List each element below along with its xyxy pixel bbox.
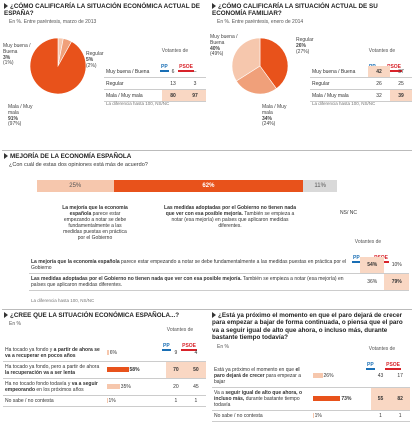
q2-title: ¿CÓMO CALIFICARÍA LA SITUACIÓN ACTUAL DE… <box>212 3 378 18</box>
q3-option-1: La mejoría que la economía española pare… <box>62 205 128 241</box>
q4-table: Ha tocado ya fondo y a partir de ahora s… <box>3 345 206 407</box>
divider <box>2 150 412 151</box>
q1-subtitle: En %. Entre paréntesis, marzo de 2013 <box>9 19 97 25</box>
table-row: Ha tocado ya fondo, pero a partir de aho… <box>3 361 206 379</box>
table-row: Muy buena / Buena 6– <box>104 66 206 78</box>
table-row: Regular 26 25 <box>310 77 412 90</box>
bar-value: 58% <box>129 366 140 373</box>
pie-slice <box>235 65 277 95</box>
q2-pie <box>231 37 289 95</box>
bar <box>312 413 314 419</box>
q2-label-mala: Mala / Muy mala 34% (24%) <box>262 104 287 128</box>
bar-value: 6% <box>109 349 117 356</box>
bar-value: 1% <box>108 397 116 404</box>
q3-segment-nsnc: 11% <box>303 180 337 192</box>
bar <box>106 367 129 373</box>
q4-subtitle: En % <box>9 321 21 327</box>
triangle-icon <box>212 312 216 319</box>
q5-title: ¿Está ya próximo el momento en que el pa… <box>212 312 403 341</box>
q5-votantes: Votantes de <box>368 346 396 352</box>
q1-table: Muy buena / Buena 6– Regular 13 3 Mala / Mu… <box>104 66 206 102</box>
bar <box>312 373 323 379</box>
pie-slice <box>231 37 261 82</box>
bar-value: 35% <box>120 383 131 390</box>
q3-note: La diferencia hasta 100, NS/NC <box>31 298 95 303</box>
table-row: Está ya próximo el momento en que el par… <box>212 365 410 388</box>
q3-stacked-bar: 25% 62% 11% <box>37 180 337 192</box>
bar <box>312 396 341 402</box>
q3-votantes: Votantes de <box>354 239 382 245</box>
q3-nsnc: NS/ NC <box>340 210 357 216</box>
q2-table: Muy buena / Buena 42 37 Regular 26 25 Mala /… <box>310 66 412 102</box>
triangle-icon <box>4 312 8 319</box>
q2-label-regular: Regular 26% (27%) <box>296 37 314 55</box>
q2-note: La diferencia hasta 100, NS/NC <box>312 101 376 106</box>
bar <box>106 350 109 356</box>
bar-value: 73% <box>341 395 352 402</box>
triangle-icon <box>4 153 8 160</box>
q2-subtitle: En %. Entre paréntesis, enero de 2014 <box>217 19 304 25</box>
bar <box>106 384 120 390</box>
q1-title: ¿CÓMO CALIFICARÍA LA SITUACIÓN ECONÓMICA… <box>4 3 200 18</box>
triangle-icon <box>4 3 8 10</box>
q1-note: La diferencia hasta 100, NS/NC <box>106 101 170 106</box>
q3-segment-gobierno: 25% <box>37 180 114 192</box>
q3-option-2: Las medidas adoptadas por el Gobierno no… <box>164 205 296 229</box>
q1-votantes: Votantes de <box>161 48 189 54</box>
q1-label-buena: Muy buena / Buena 3% (1%) <box>3 43 31 67</box>
q2-label-buena: Muy buena / Buena 40% (49%) <box>210 34 238 58</box>
table-row: Ha no tocado fondo todavía y va a seguir… <box>3 378 206 396</box>
triangle-icon <box>212 3 216 10</box>
q3-segment-no: 62% <box>113 180 304 192</box>
q3-section: MEJORÍA DE LA ECONOMÍA ESPAÑOLA <box>4 153 131 160</box>
q3-question: ¿Con cuál de estas dos opiniones está má… <box>9 162 148 168</box>
table-row: Ha tocado ya fondo y a partir de ahora s… <box>3 345 206 362</box>
q1-pie <box>29 37 87 95</box>
table-row: No sabe / no contesta 1% 1 1 <box>212 410 410 422</box>
table-row: La mejoría que la economía española pare… <box>29 257 409 274</box>
q5-subtitle: En % <box>217 344 229 350</box>
q1-label-mala: Mala / Muy mala 91% (97%) <box>8 104 33 128</box>
q4-title: ¿CREE QUE LA SITUACIÓN ECONÓMICA ESPAÑOL… <box>4 312 179 319</box>
bar <box>106 398 108 404</box>
divider <box>2 309 412 310</box>
bar-value: 1% <box>314 412 322 419</box>
table-row: Regular 13 3 <box>104 77 206 90</box>
pie-slice <box>29 37 87 95</box>
table-row: Mala / Muy mala 80 97 <box>104 89 206 102</box>
table-row: Va a seguir igual de alto que ahora, o i… <box>212 387 410 411</box>
table-row: Las medidas adoptadas por el Gobierno no… <box>29 273 409 291</box>
table-row: Muy buena / Buena 42 37 <box>310 66 412 78</box>
q5-table: Está ya próximo el momento en que el par… <box>212 365 410 422</box>
table-row: No sabe / no contesta 1% 1 1 <box>3 395 206 407</box>
pie-slice <box>259 37 289 90</box>
table-row: Mala / Muy mala 32 39 <box>310 89 412 102</box>
q3-table: La mejoría que la economía española pare… <box>29 257 409 291</box>
bar-value: 26% <box>323 372 334 379</box>
q1-label-regular: Regular 5% (2%) <box>86 51 104 69</box>
q4-votantes: Votantes de <box>166 327 194 333</box>
q2-votantes: Votantes de <box>368 48 396 54</box>
